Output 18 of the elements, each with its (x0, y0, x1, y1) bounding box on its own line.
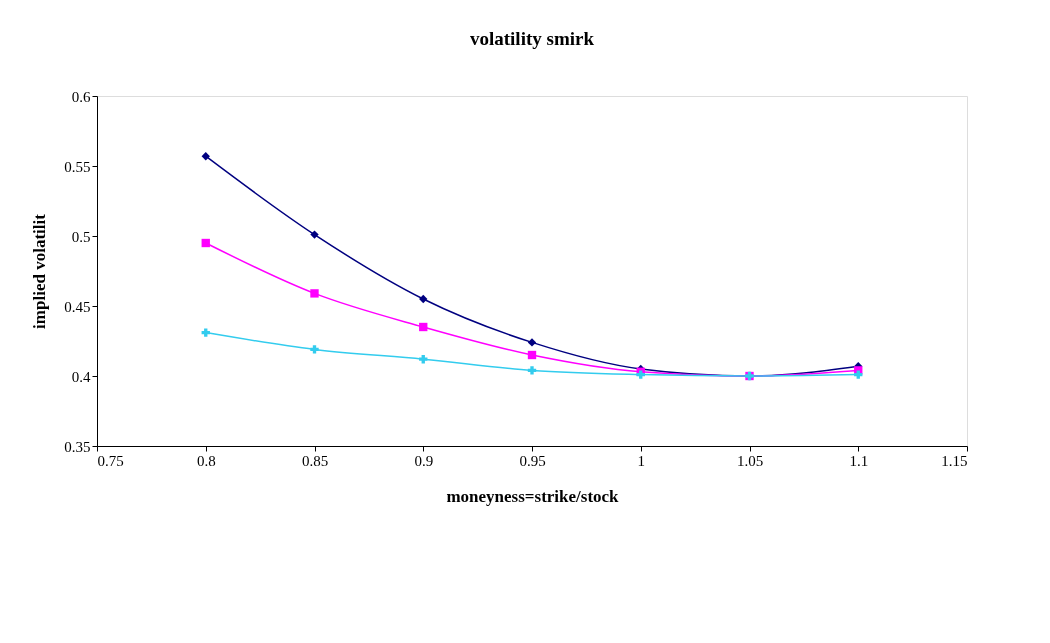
x-tick-label: 1 (637, 452, 645, 469)
y-tick-label: 0.6 (71, 88, 91, 105)
x-tick-label: 0.9 (414, 452, 434, 469)
y-tick-label: 0.55 (64, 158, 91, 175)
x-tick-label: 0.8 (196, 452, 216, 469)
y-tick-label: 0.5 (71, 228, 91, 245)
y-axis-title: implied volatilit (30, 213, 50, 329)
x-tick-label: 1.1 (849, 452, 869, 469)
y-tick-label: 0.4 (71, 368, 91, 385)
x-tick-label: 0.95 (519, 452, 546, 469)
chart-title: volatility smirk (469, 28, 595, 49)
y-tick-label: 0.35 (64, 438, 91, 455)
x-axis-title: moneyness=strike/stock (446, 486, 620, 506)
y-tick-label: 0.45 (64, 298, 91, 315)
x-tick-label: 1.15 (941, 452, 968, 469)
x-tick-label: 0.75 (97, 452, 124, 469)
x-tick-label: 0.85 (301, 452, 329, 469)
x-tick-label: 1.05 (736, 452, 764, 469)
